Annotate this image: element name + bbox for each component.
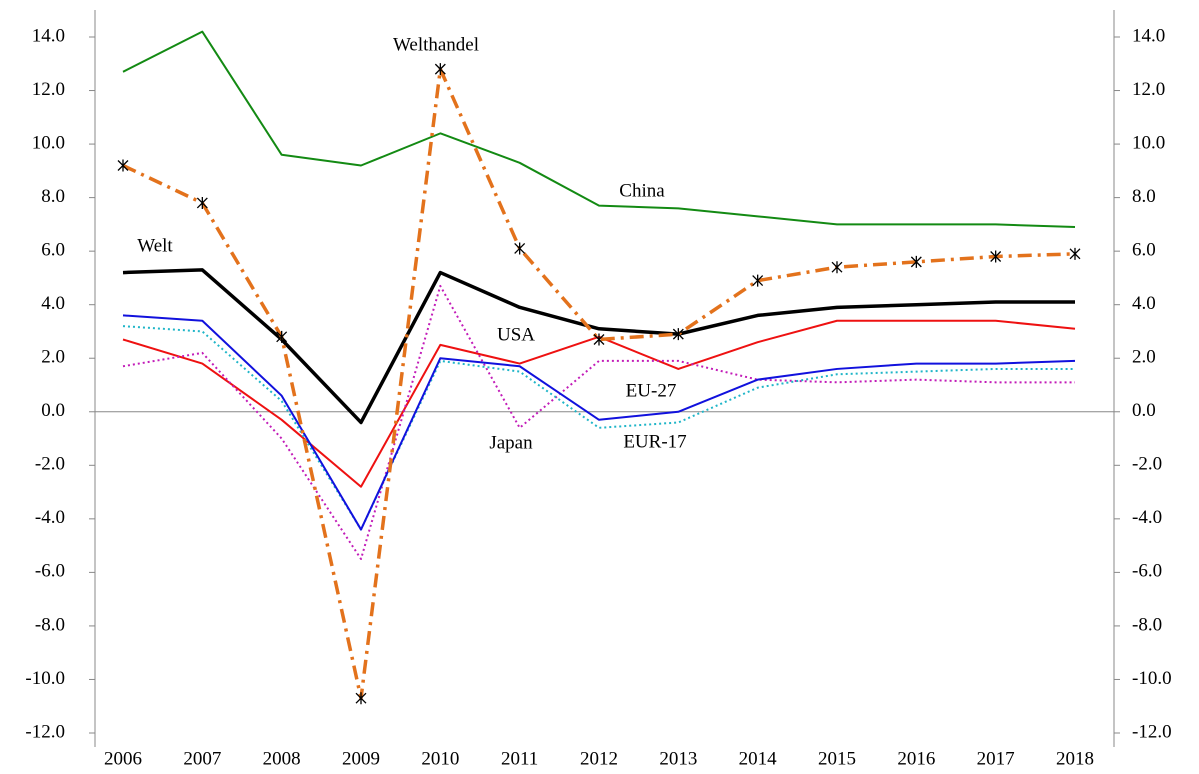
x-tick-label: 2006 [104,748,142,769]
x-tick-label: 2013 [659,748,697,769]
y2-tick-label: 14.0 [1132,25,1165,46]
series-line [122,314,1076,531]
y-tick-label: -12.0 [25,721,65,742]
x-tick-label: 2014 [739,748,778,769]
series-label: EUR-17 [623,431,686,452]
y2-tick-label: 0.0 [1132,400,1156,421]
y-tick-label: -2.0 [35,454,65,475]
x-tick-label: 2008 [263,748,301,769]
y-tick-label: -4.0 [35,507,65,528]
y2-tick-label: 10.0 [1132,132,1165,153]
series-label: EU-27 [626,380,677,401]
x-tick-label: 2011 [501,748,538,769]
y2-tick-label: 6.0 [1132,240,1156,261]
x-tick-label: 2010 [421,748,459,769]
marker [831,261,843,274]
series-line [122,67,1076,700]
y2-tick-label: 12.0 [1132,79,1165,100]
x-tick-label: 2015 [818,748,856,769]
series-label: USA [497,324,535,345]
series-label: Welt [137,235,173,256]
series-line [122,325,1075,531]
y-tick-label: 2.0 [41,347,65,368]
x-tick-label: 2009 [342,748,380,769]
marker [910,255,922,268]
series-label: China [619,180,665,201]
y-tick-label: -10.0 [25,668,65,689]
y2-tick-label: -6.0 [1132,561,1162,582]
y2-tick-label: -4.0 [1132,507,1162,528]
series-label: Japan [489,432,533,453]
marker [514,242,526,255]
marker [1069,247,1081,260]
series-line [122,268,1075,425]
y2-tick-label: -2.0 [1132,454,1162,475]
y-tick-label: 6.0 [41,240,65,261]
y-tick-label: 10.0 [32,132,65,153]
series-line [122,319,1076,488]
x-tick-label: 2018 [1056,748,1094,769]
y2-tick-label: 4.0 [1132,293,1156,314]
y2-tick-label: -10.0 [1132,668,1172,689]
marker [355,692,367,705]
series-line [122,30,1076,229]
y2-tick-label: -12.0 [1132,721,1172,742]
x-tick-label: 2007 [183,748,221,769]
y-tick-label: 12.0 [32,79,65,100]
y-tick-label: 14.0 [32,25,65,46]
y2-tick-label: 2.0 [1132,347,1156,368]
y-tick-label: 0.0 [41,400,65,421]
marker [752,274,764,287]
y2-tick-label: -8.0 [1132,614,1162,635]
marker [276,330,288,343]
marker [990,250,1002,263]
x-tick-label: 2017 [977,748,1015,769]
series-label: Welthandel [393,34,479,55]
y2-tick-label: 8.0 [1132,186,1156,207]
y-tick-label: 4.0 [41,293,65,314]
marker [672,328,684,341]
x-tick-label: 2012 [580,748,618,769]
y-tick-label: 8.0 [41,186,65,207]
marker [593,333,605,346]
y-tick-label: -8.0 [35,614,65,635]
series-line [122,284,1075,560]
marker [117,159,129,172]
x-tick-label: 2016 [897,748,935,769]
y-tick-label: -6.0 [35,561,65,582]
marker [196,196,208,209]
marker [434,63,446,76]
